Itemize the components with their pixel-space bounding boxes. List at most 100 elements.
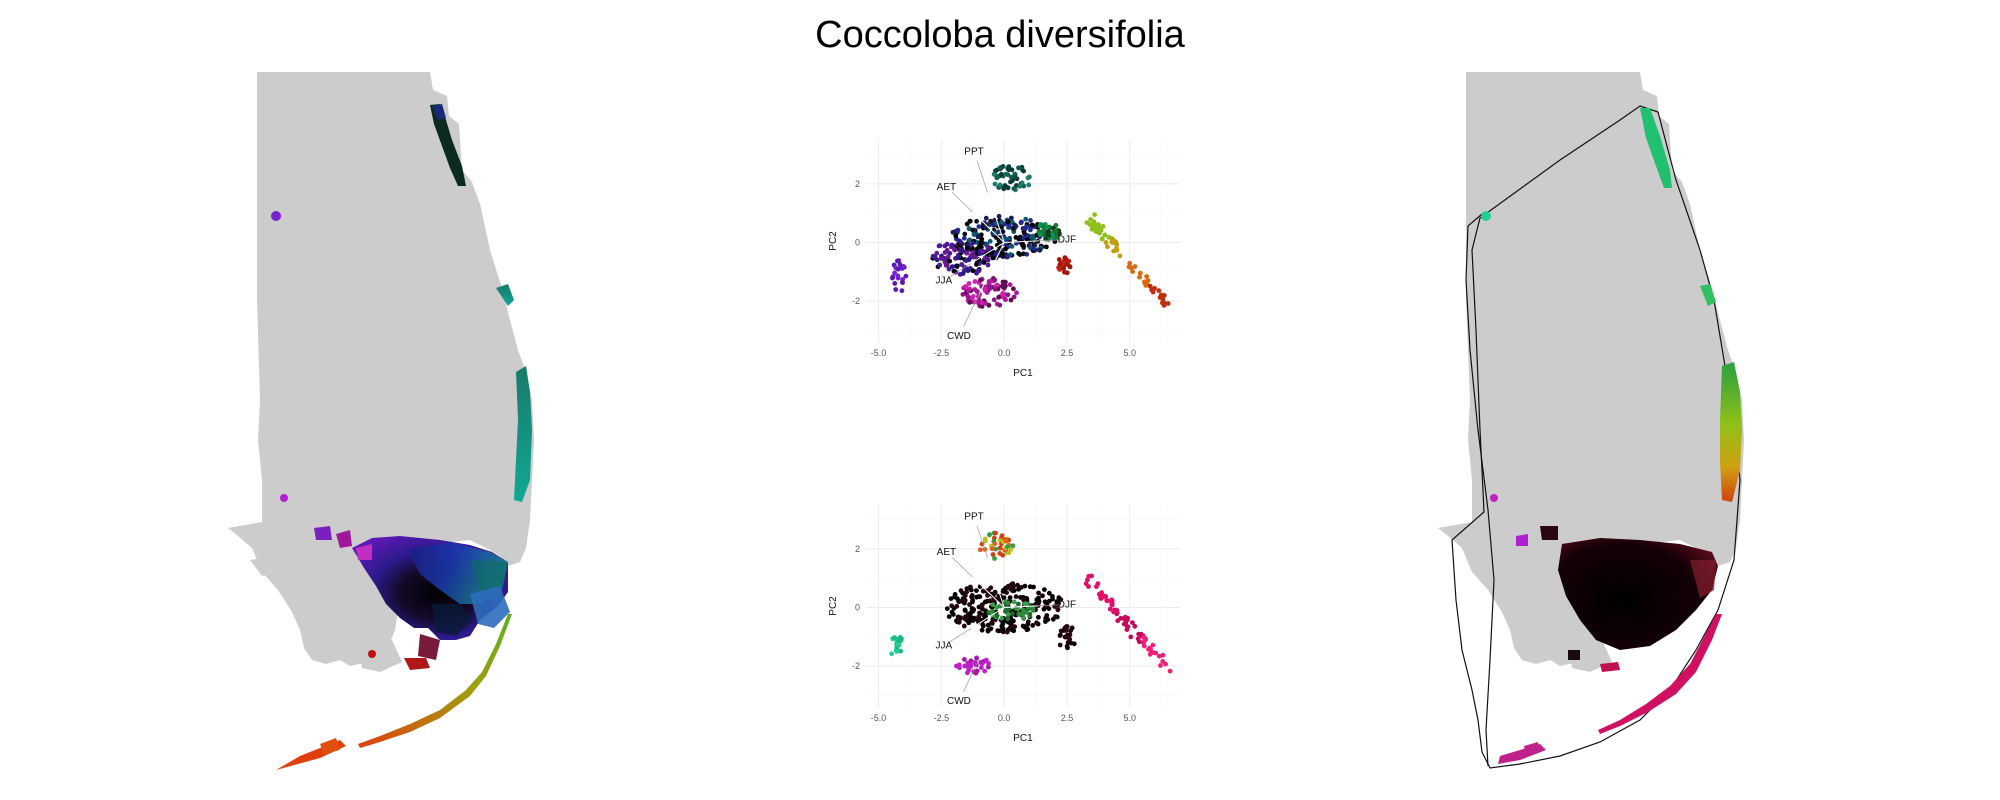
x-tick-label: 5.0 (1124, 348, 1137, 358)
loading-label: AET (937, 547, 956, 558)
loading-leader (951, 192, 973, 213)
data-point (1008, 586, 1014, 592)
data-point (1031, 584, 1036, 590)
data-point (1036, 614, 1041, 620)
data-point (1040, 593, 1045, 599)
data-point (1084, 220, 1090, 225)
data-point (1006, 606, 1011, 612)
data-point (1117, 253, 1123, 259)
data-point (999, 615, 1004, 621)
data-point (991, 171, 997, 177)
data-point (963, 614, 968, 620)
data-point (901, 264, 906, 269)
data-point (1161, 293, 1167, 298)
data-point (956, 619, 962, 625)
data-point (967, 299, 973, 305)
data-point (1109, 239, 1115, 245)
data-point (965, 268, 971, 274)
data-point (1018, 595, 1023, 600)
data-point (1023, 601, 1029, 607)
data-point (989, 620, 994, 626)
data-point (986, 661, 991, 666)
data-point (1001, 595, 1007, 600)
loading-label: JJA (936, 276, 953, 287)
data-point (1141, 635, 1147, 640)
data-point (999, 533, 1005, 538)
data-point (971, 294, 976, 299)
data-point (983, 215, 989, 221)
data-point (1127, 264, 1133, 269)
data-point (1009, 244, 1015, 249)
data-point (1003, 585, 1008, 591)
data-point (1067, 632, 1073, 638)
data-point (1132, 264, 1138, 269)
data-point (949, 264, 955, 269)
data-point (896, 642, 902, 648)
data-point (976, 244, 982, 250)
data-point (1009, 167, 1015, 173)
data-point (950, 229, 956, 235)
data-point (1100, 594, 1106, 600)
data-point (1058, 632, 1063, 638)
data-point (1057, 231, 1062, 236)
loading-label: PPT (964, 147, 983, 158)
y-tick-label: -2 (852, 661, 860, 671)
data-point (1092, 212, 1097, 217)
data-point (1000, 229, 1006, 235)
data-point (1004, 629, 1010, 635)
data-point (1034, 620, 1039, 626)
data-point (979, 300, 985, 306)
data-point (963, 284, 969, 289)
data-point (1109, 602, 1115, 608)
data-point (1040, 224, 1046, 230)
data-point (937, 262, 943, 268)
data-point (946, 266, 952, 272)
data-point (979, 284, 985, 289)
data-point (896, 638, 901, 644)
loading-label: AET (937, 182, 956, 193)
data-point (1003, 297, 1008, 303)
data-point (1109, 597, 1115, 603)
data-point (1061, 266, 1067, 271)
data-point (972, 659, 978, 665)
x-tick-label: -5.0 (871, 348, 887, 358)
data-point (956, 662, 962, 668)
east-coast-range-north (430, 104, 466, 186)
data-point (1022, 231, 1027, 236)
data-point (963, 250, 969, 255)
loading-label: DJF (1058, 235, 1076, 246)
data-point (992, 277, 998, 283)
data-point (986, 279, 992, 284)
data-point (1141, 279, 1147, 285)
data-point (1162, 300, 1167, 306)
data-point (1016, 586, 1021, 592)
data-point (1012, 624, 1018, 629)
data-point (1046, 606, 1052, 611)
data-point (990, 552, 996, 557)
loading-vector (987, 557, 1005, 608)
loading-vector (978, 607, 1005, 660)
data-point (1019, 180, 1025, 186)
data-point (1111, 248, 1116, 254)
data-point (955, 227, 961, 233)
data-point (1019, 219, 1024, 225)
data-point (990, 593, 996, 598)
data-point (1156, 288, 1162, 293)
data-point (949, 242, 955, 248)
data-point (996, 595, 1002, 601)
data-point (892, 281, 898, 286)
data-point (1030, 233, 1035, 239)
data-point (1147, 283, 1153, 289)
data-point (1063, 634, 1069, 640)
data-point (962, 663, 968, 669)
data-point (960, 292, 966, 297)
data-point (1114, 607, 1120, 613)
loading-label: JJA (936, 641, 953, 652)
data-point (1000, 254, 1006, 259)
data-point (975, 234, 981, 240)
data-point (1158, 663, 1163, 668)
data-point (1006, 164, 1012, 169)
data-point (898, 648, 903, 654)
data-point (952, 247, 958, 253)
loading-vector (978, 242, 1005, 295)
